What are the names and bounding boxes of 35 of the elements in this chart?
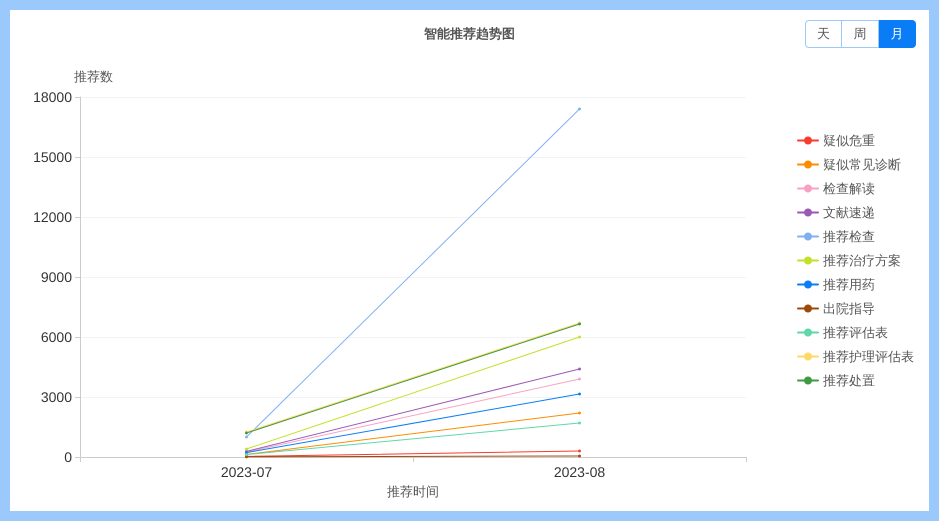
x-tick-label: 2023-07 (220, 464, 272, 480)
point (245, 448, 248, 450)
legend-label: 疑似常见诊断 (823, 157, 901, 172)
y-tick-label: 18000 (33, 89, 72, 105)
legend-label: 推荐护理评估表 (823, 349, 914, 364)
point (578, 108, 581, 110)
point (245, 436, 248, 438)
x-tick-label: 2023-08 (554, 464, 606, 480)
legend-label: 推荐治疗方案 (823, 253, 901, 268)
point (578, 422, 581, 424)
y-tick-label: 9000 (40, 269, 72, 285)
legend-label: 文献速递 (823, 205, 875, 220)
point (578, 412, 581, 414)
chart-title: 智能推荐趋势图 (423, 26, 515, 41)
point (578, 378, 581, 380)
legend-label: 推荐评估表 (823, 325, 888, 340)
toggle-button: 天 (805, 20, 842, 48)
y-tick-label: 3000 (40, 389, 72, 405)
y-tick-label: 15000 (33, 149, 72, 165)
toggle-button: 周 (842, 20, 879, 48)
toggle-button: 月 (879, 20, 916, 48)
point (578, 368, 581, 370)
legend-label: 检查解读 (823, 181, 875, 196)
y-tick-label: 6000 (40, 329, 72, 345)
point (578, 392, 581, 396)
x-axis-title: 推荐时间 (387, 484, 439, 499)
y-tick-label: 0 (64, 449, 72, 465)
legend-label: 疑似危重 (823, 133, 875, 148)
y-axis-title: 推荐数 (74, 69, 113, 84)
point (578, 336, 581, 338)
legend-label: 推荐检查 (823, 229, 875, 244)
y-tick-label: 12000 (33, 209, 72, 225)
legend-label: 出院指导 (823, 301, 875, 316)
legend-label: 推荐用药 (823, 277, 875, 292)
legend-label: 推荐处置 (823, 373, 875, 388)
